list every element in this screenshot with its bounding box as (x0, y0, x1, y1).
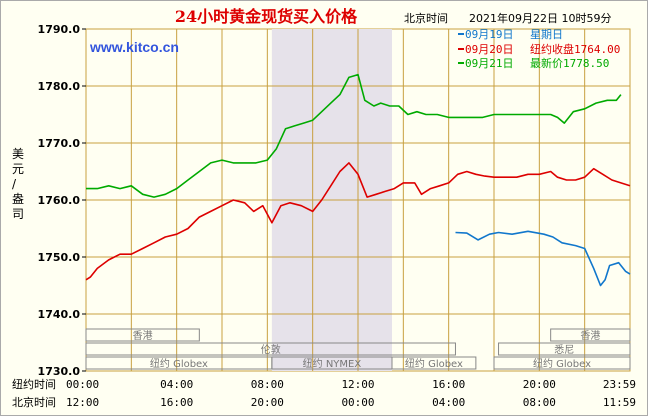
session-label: 纽约 Globex (405, 357, 463, 370)
ny-time-tick: 16:00 (432, 378, 465, 391)
session-label: 纽约 NYMEX (303, 357, 362, 370)
session-label: 香港 (580, 330, 600, 342)
timestamp-label: 北京时间 (404, 11, 448, 25)
session-bar: 伦敦 (85, 342, 456, 356)
y-tick-label: 1770.0 (38, 137, 81, 150)
session-label: 香港 (133, 330, 153, 342)
y-axis-label: 美元/盎司 (12, 147, 24, 221)
chart-title: 24小时黄金现货买入价格 (175, 7, 358, 26)
ny-time-tick: 00:00 (66, 378, 99, 391)
legend-date-3: 09月21日 (465, 57, 514, 70)
bj-time-tick: 12:00 (66, 396, 99, 409)
y-tick-label: 1740.0 (38, 308, 81, 321)
ny-time-tick: 08:00 (251, 378, 284, 391)
bj-time-tick: 04:00 (432, 396, 465, 409)
legend-text-2: 纽约收盘1764.00 (530, 42, 620, 56)
ny-time-tick: 20:00 (523, 378, 556, 391)
y-tick-label: 1730.0 (38, 365, 81, 378)
session-label: 纽约 Globex (150, 357, 208, 370)
y-tick-label: 1790.0 (38, 23, 81, 36)
ny-time-row-label: 纽约时间 (12, 377, 56, 391)
bj-time-tick: 20:00 (251, 396, 284, 409)
series-line-2 (85, 162, 631, 281)
bj-time-tick: 16:00 (160, 396, 193, 409)
legend-text-1: 星期日 (530, 28, 563, 41)
bj-time-row-label: 北京时间 (12, 395, 56, 409)
legend: 09月19日 星期日 09月20日 纽约收盘1764.00 09月21日 最新价… (458, 28, 620, 70)
legend-text-3: 最新价1778.50 (530, 56, 609, 70)
session-bar: 纽约 Globex (391, 356, 477, 370)
ny-time-tick: 23:59 (603, 378, 636, 391)
ny-time-tick: 12:00 (341, 378, 374, 391)
session-label: 伦敦 (261, 343, 281, 356)
session-label: 纽约 Globex (533, 357, 591, 370)
session-label: 悉尼 (554, 344, 574, 356)
legend-date-2: 09月20日 (465, 43, 514, 56)
bj-time-tick: 11:59 (603, 396, 636, 409)
watermark: www.kitco.cn (89, 39, 179, 55)
series-line-3 (86, 73, 622, 198)
y-tick-label: 1780.0 (38, 80, 81, 93)
bj-time-tick: 00:00 (341, 396, 374, 409)
session-bar: 悉尼 (498, 342, 631, 356)
bj-time-tick: 08:00 (523, 396, 556, 409)
timestamp: 2021年09月22日 10时59分 (469, 11, 611, 25)
y-tick-label: 1760.0 (38, 194, 81, 207)
session-bar: 香港 (85, 328, 200, 342)
legend-date-1: 09月19日 (465, 28, 514, 41)
y-tick-label: 1750.0 (38, 251, 81, 264)
ny-time-tick: 04:00 (160, 378, 193, 391)
session-bar: 香港 (550, 328, 631, 342)
session-bar: 纽约 Globex (493, 356, 631, 370)
series-line-1 (455, 230, 631, 287)
